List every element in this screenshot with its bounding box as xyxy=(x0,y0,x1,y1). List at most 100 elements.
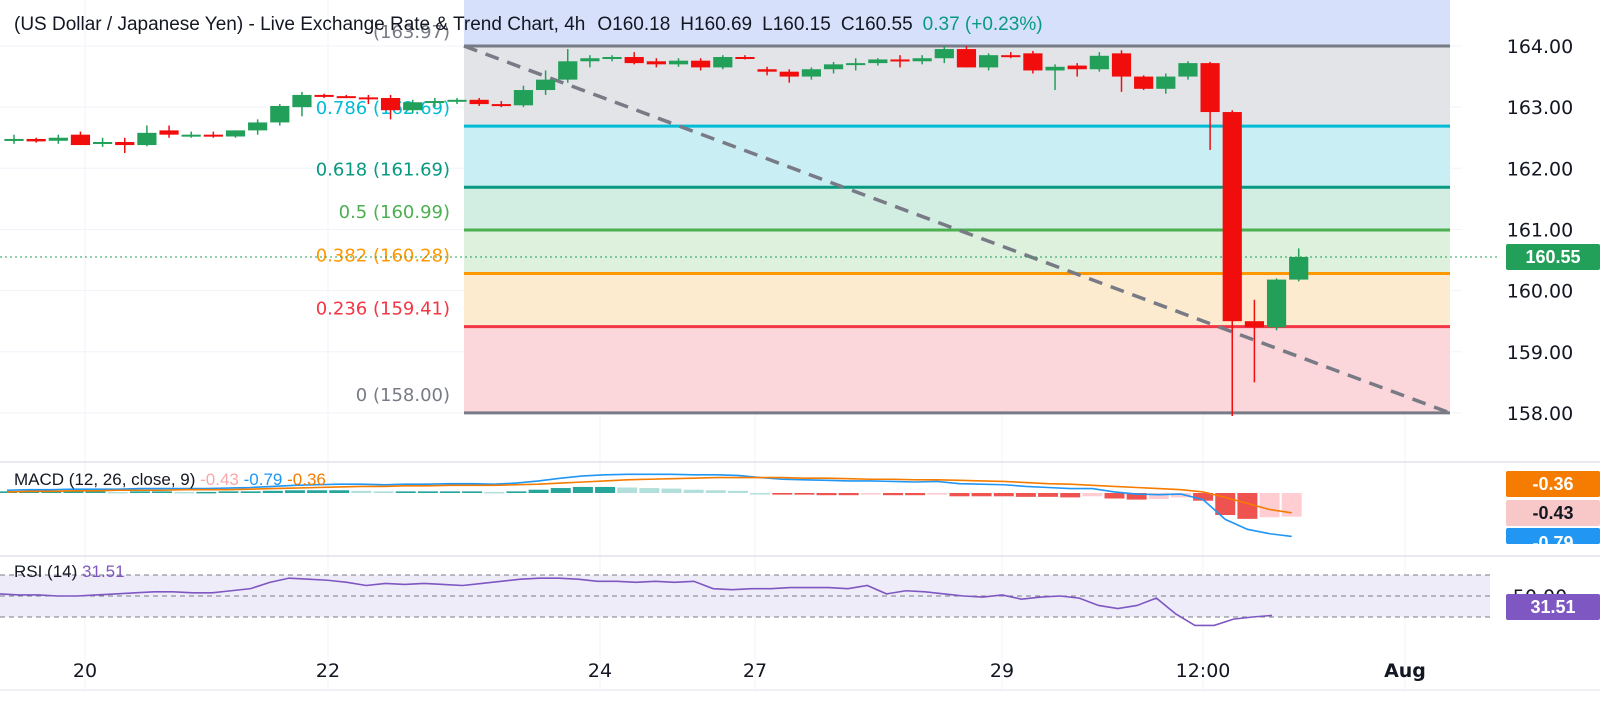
fib-label-5: 0 (158.00) xyxy=(356,385,450,406)
candle-body-16 xyxy=(358,97,378,100)
macd-hist-bar-28 xyxy=(617,487,638,493)
macd-hist-bar-16 xyxy=(351,490,372,493)
candle-body-6 xyxy=(137,132,157,146)
candle-body-13 xyxy=(292,94,312,108)
candle-body-34 xyxy=(757,69,777,72)
macd-hist-bar-2 xyxy=(41,491,62,493)
macd-hist-bar-44 xyxy=(971,493,992,497)
price-tick-2: 162.00 xyxy=(1507,158,1573,180)
candle-body-33 xyxy=(735,57,755,60)
fib-zone-3 xyxy=(464,230,1450,274)
candle-body-25 xyxy=(558,61,578,80)
time-tick-4: 29 xyxy=(990,660,1014,682)
macd-hist-bar-53 xyxy=(1170,493,1191,498)
time-tick-6: Aug xyxy=(1384,660,1426,682)
macd-hist-bar-32 xyxy=(705,490,726,493)
macd-hist-bar-4 xyxy=(85,491,106,493)
candle-body-45 xyxy=(1001,55,1021,58)
time-tick-5: 12:00 xyxy=(1176,660,1231,682)
macd-title: MACD (12, 26, close, 9) xyxy=(14,470,196,489)
time-tick-2: 24 xyxy=(588,660,612,682)
price-tick-0: 164.00 xyxy=(1507,36,1573,58)
candle-body-23 xyxy=(513,90,534,106)
macd-hist-bar-6 xyxy=(129,491,150,493)
candle-body-40 xyxy=(890,59,910,62)
macd-hist-bar-22 xyxy=(484,491,505,494)
macd-signal-line xyxy=(6,476,1292,514)
macd-hist-bar-58 xyxy=(1281,493,1302,517)
candle-body-14 xyxy=(314,94,334,97)
candle-body-21 xyxy=(469,99,489,105)
macd-hist-bar-13 xyxy=(284,490,305,493)
macd-hist-bar-8 xyxy=(174,491,195,494)
macd-hist-bar-48 xyxy=(1060,493,1081,498)
macd-hist-bar-11 xyxy=(240,491,261,493)
fib-label-1: 0.618 (161.69) xyxy=(316,159,450,180)
candle-body-57 xyxy=(1266,279,1287,328)
candle-body-50 xyxy=(1111,53,1132,77)
macd-hist-bar-30 xyxy=(661,488,682,493)
candle-body-36 xyxy=(801,69,821,77)
fib-label-top: (163.97) xyxy=(373,22,450,43)
macd-hist-bar-1 xyxy=(19,491,40,493)
macd-hist-bar-36 xyxy=(794,493,815,495)
price-tick-6: 158.00 xyxy=(1507,403,1573,425)
fib-label-4: 0.236 (159.41) xyxy=(316,299,450,320)
candle-body-53 xyxy=(1178,63,1198,77)
rsi-title: RSI (14) xyxy=(14,562,78,581)
candle-body-5 xyxy=(115,142,135,146)
macd-hist-value: -0.43 xyxy=(200,470,239,489)
candle-body-46 xyxy=(1023,53,1043,71)
macd-hist-bar-7 xyxy=(152,491,173,493)
time-tick-1: 22 xyxy=(316,660,340,682)
macd-hist-bar-23 xyxy=(506,491,527,493)
macd-hist-bar-52 xyxy=(1148,493,1169,500)
candle-body-43 xyxy=(956,49,977,68)
macd-hist-bar-18 xyxy=(395,491,416,493)
candle-body-11 xyxy=(248,122,268,131)
macd-hist-bar-54 xyxy=(1193,493,1214,501)
macd-hist-bar-15 xyxy=(329,490,350,493)
open-value: O160.18 xyxy=(597,14,671,35)
macd-hist-bar-3 xyxy=(63,491,84,493)
macd-hist-bar-51 xyxy=(1126,493,1147,500)
candle-body-44 xyxy=(979,55,999,68)
fib-zone-4 xyxy=(464,273,1450,327)
candle-body-31 xyxy=(691,60,711,68)
candle-body-54 xyxy=(1200,63,1220,113)
candle-body-37 xyxy=(823,64,844,70)
candle-body-2 xyxy=(48,137,68,141)
candle-body-9 xyxy=(203,134,223,137)
candle-body-30 xyxy=(668,60,689,65)
macd-line-tag: -0.79 xyxy=(1506,528,1600,544)
candle-body-47 xyxy=(1045,66,1065,71)
macd-hist-bar-40 xyxy=(883,493,903,496)
macd-hist-bar-21 xyxy=(462,491,483,493)
candle-body-42 xyxy=(934,49,954,59)
candle-body-58 xyxy=(1289,256,1309,280)
candle-body-39 xyxy=(868,59,888,64)
candle-body-10 xyxy=(225,130,246,137)
fib-label-2: 0.5 (160.99) xyxy=(339,202,450,223)
macd-hist-bar-12 xyxy=(262,490,283,493)
macd-hist-bar-33 xyxy=(727,490,748,493)
price-tick-3: 161.00 xyxy=(1507,219,1573,241)
candle-body-52 xyxy=(1156,76,1176,89)
macd-hist-bar-14 xyxy=(307,490,328,493)
macd-legend: MACD (12, 26, close, 9) -0.43 -0.79 -0.3… xyxy=(14,470,326,490)
macd-line xyxy=(6,473,1292,538)
candle-body-24 xyxy=(536,79,556,91)
last-price-tag: 160.55 xyxy=(1506,244,1600,270)
fib-top-band xyxy=(464,0,1450,46)
macd-hist-bar-24 xyxy=(528,489,549,493)
low-value: L160.15 xyxy=(762,14,831,35)
fib-zone-1 xyxy=(464,126,1450,188)
macd-hist-bar-42 xyxy=(927,493,948,495)
candle-body-1 xyxy=(26,138,46,142)
macd-hist-bar-56 xyxy=(1237,493,1258,519)
macd-hist-bar-9 xyxy=(196,491,217,494)
macd-hist-bar-19 xyxy=(417,491,438,493)
candle-body-56 xyxy=(1244,321,1264,328)
rsi-line xyxy=(0,577,1273,627)
